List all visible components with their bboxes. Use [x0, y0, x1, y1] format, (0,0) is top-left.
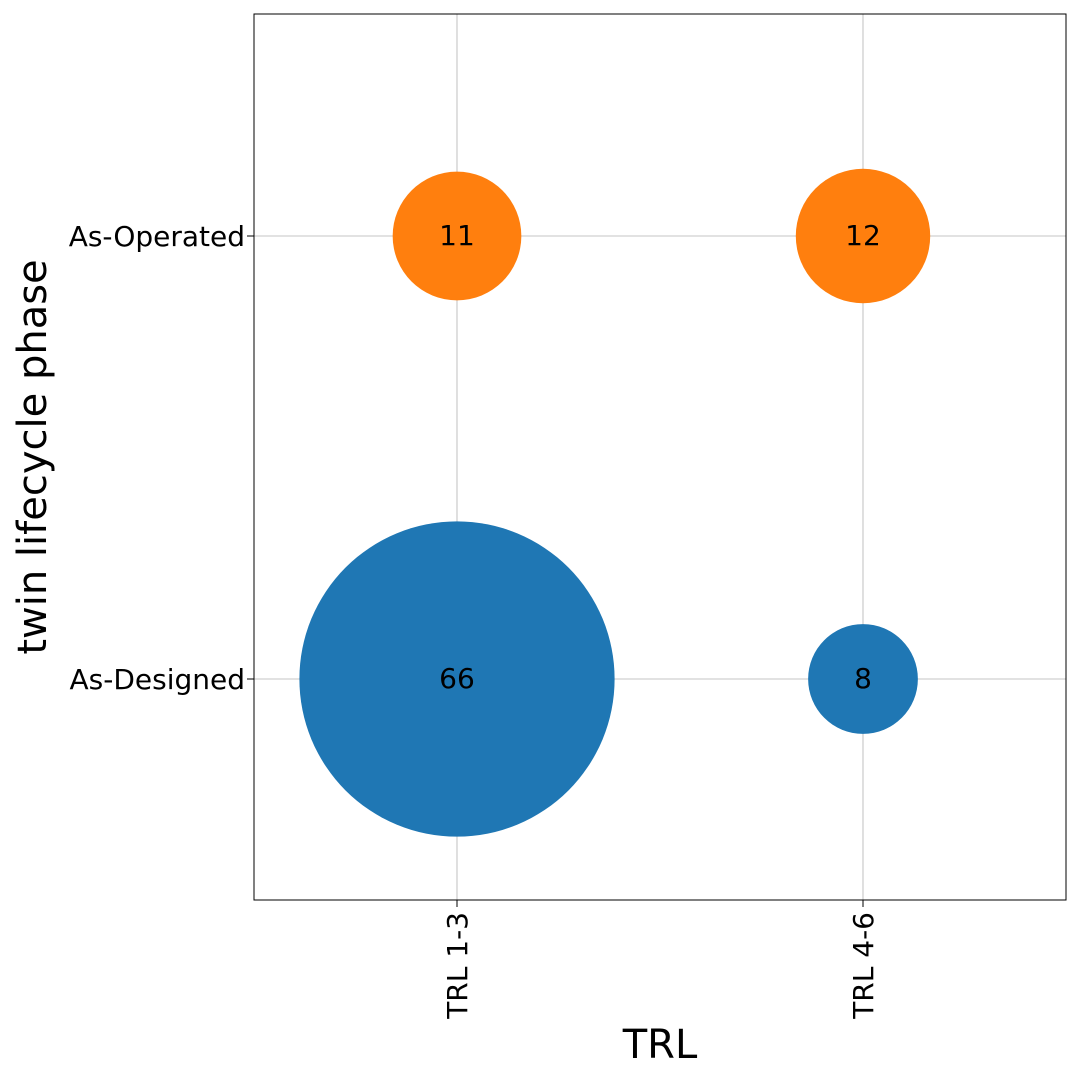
bubble-layer: [299, 168, 931, 837]
x-tick-label: TRL 1-3: [441, 912, 474, 1020]
bubble-value-label: 12: [845, 219, 881, 252]
x-axis-label: TRL: [622, 1022, 698, 1068]
plot-frame: [253, 13, 1067, 901]
bubble-value-label: 8: [854, 662, 872, 695]
y-axis-label: twin lifecycle phase: [10, 259, 56, 654]
bubble-value-label: 11: [439, 219, 475, 252]
y-tick-layer: As-Designed As-Operated: [69, 220, 254, 696]
y-tick-label: As-Operated: [69, 220, 245, 253]
bubble: [795, 168, 931, 304]
x-tick-label: TRL 4-6: [847, 912, 880, 1020]
y-tick-label: As-Designed: [69, 663, 245, 696]
bubble: [392, 171, 522, 301]
data-label-layer: 66 8 11 12: [439, 219, 881, 695]
bubble: [299, 521, 615, 837]
bubble: [808, 624, 918, 734]
x-tick-layer: TRL 1-3 TRL 4-6: [441, 900, 880, 1020]
bubble-value-label: 66: [439, 662, 475, 695]
